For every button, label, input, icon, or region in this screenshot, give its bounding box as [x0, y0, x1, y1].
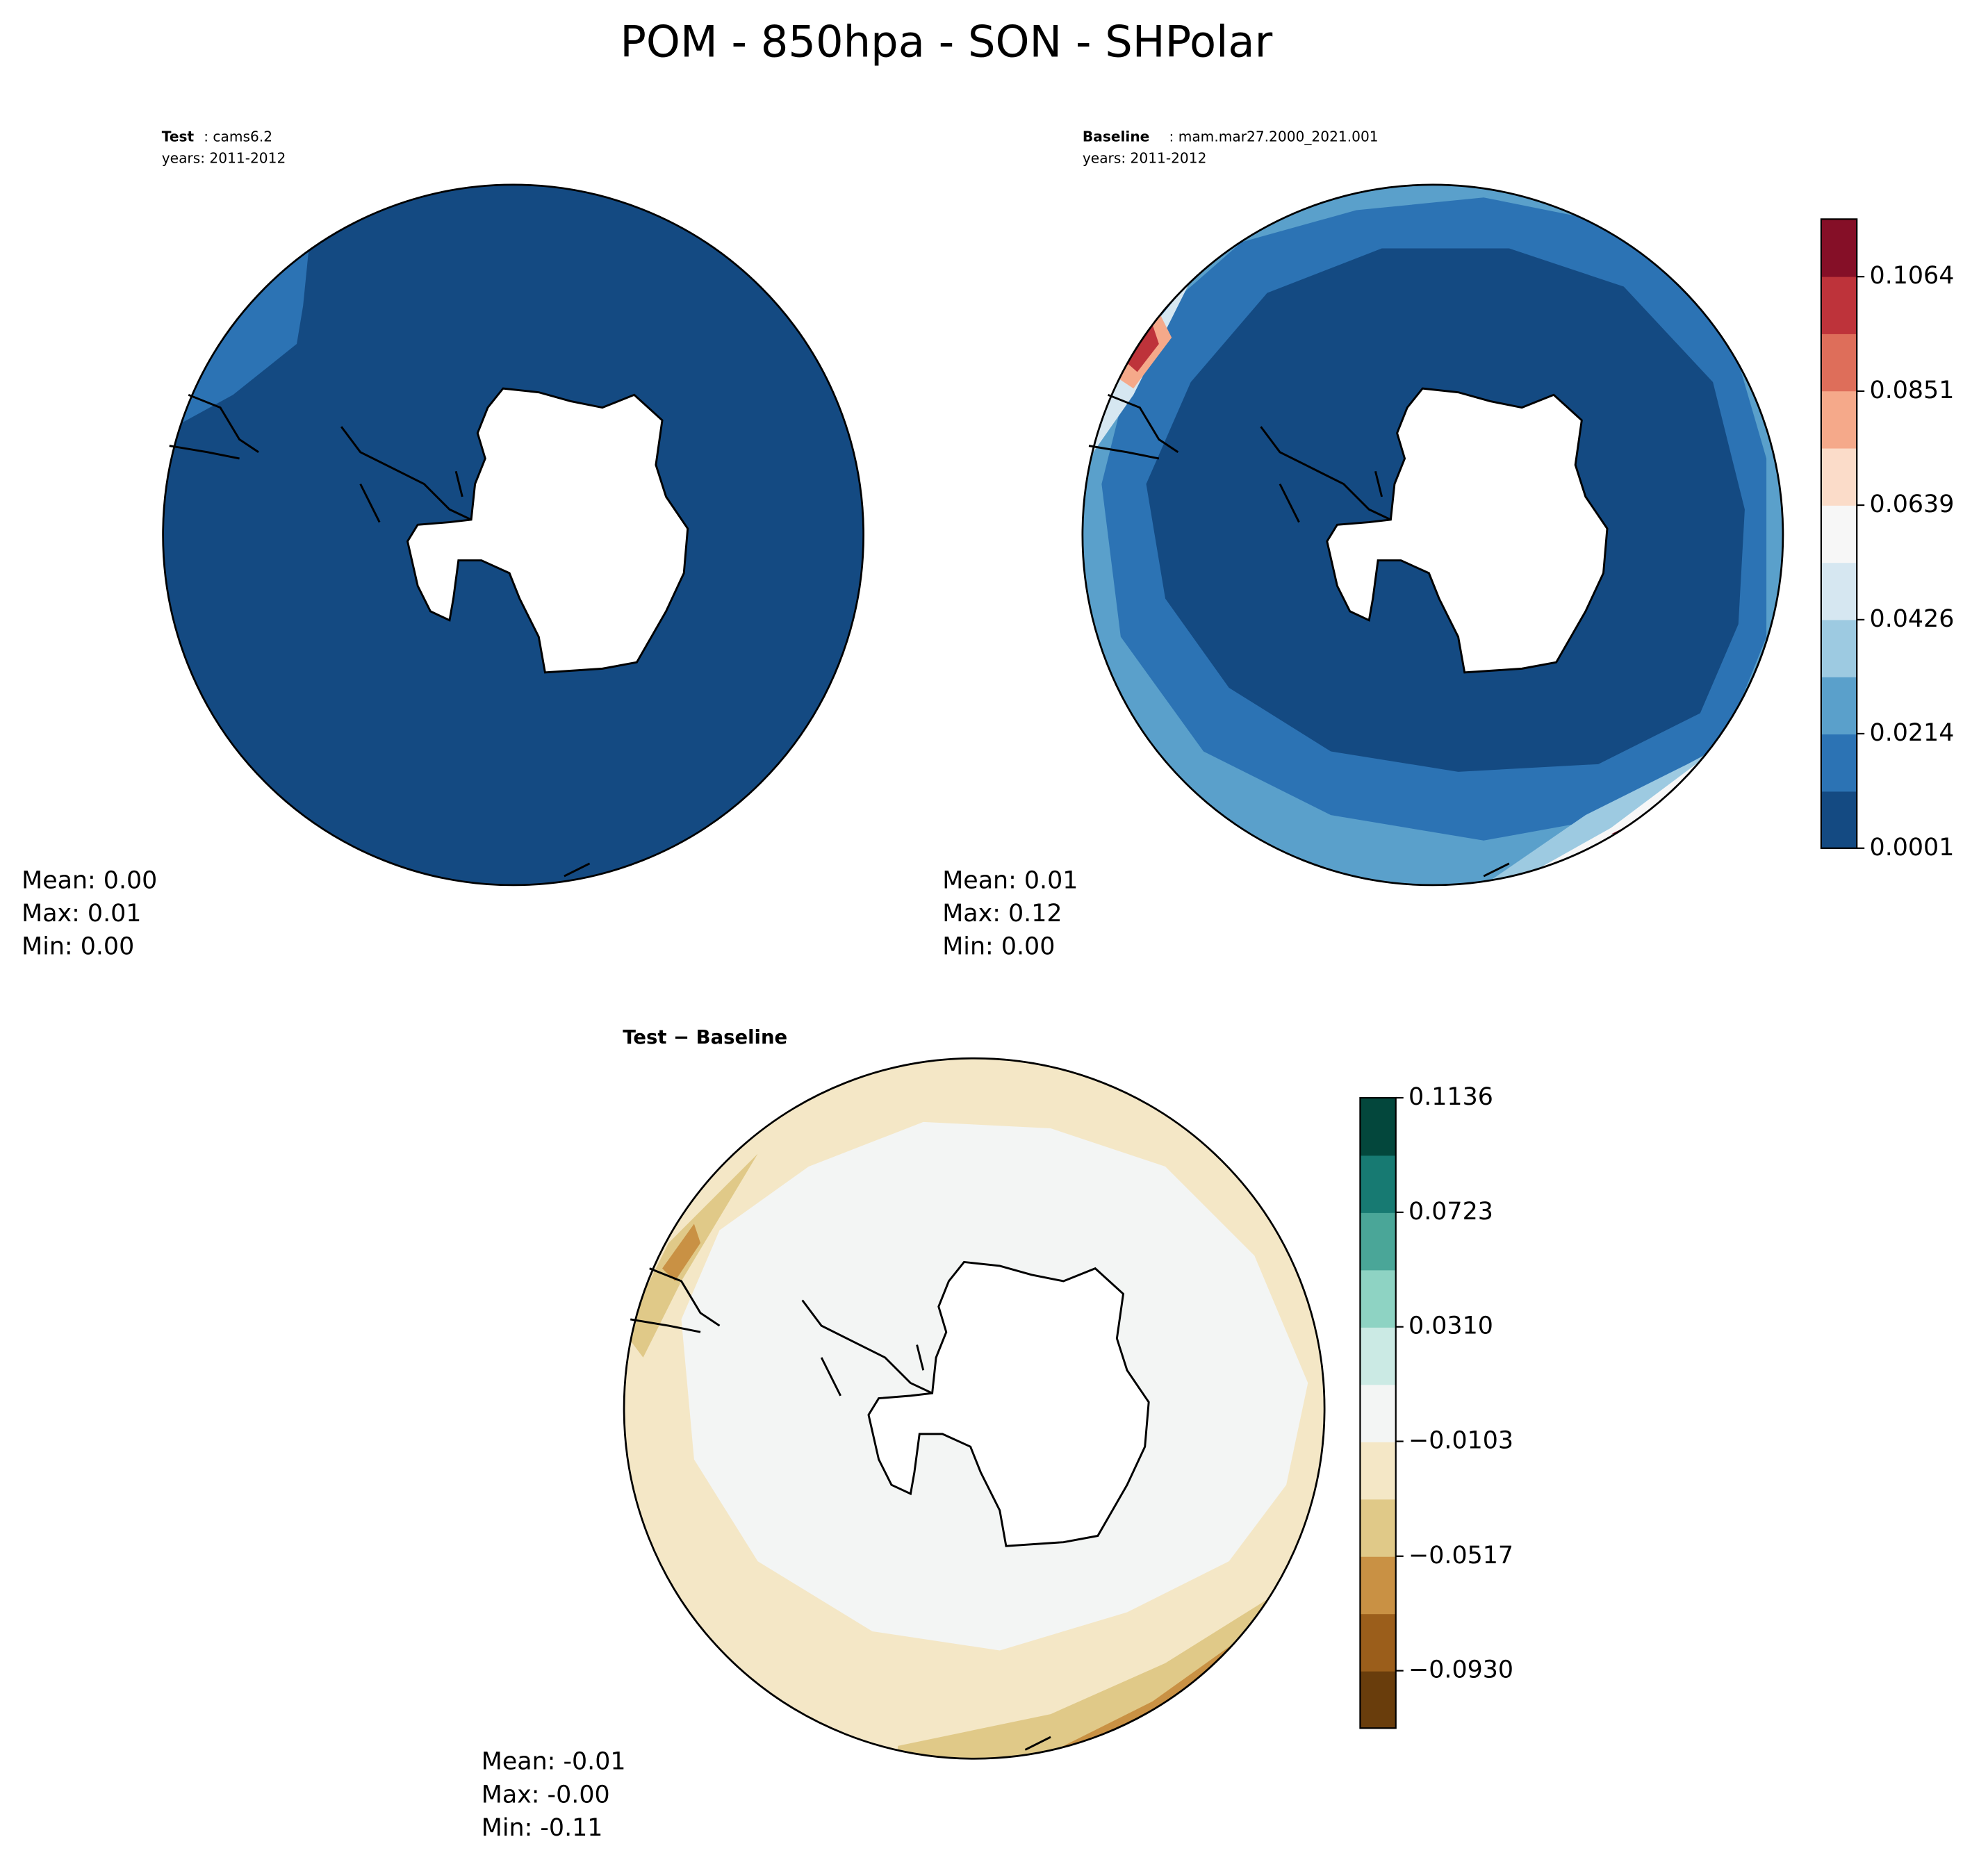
colorbar-band [1821, 276, 1857, 334]
colorbar-band [1360, 1384, 1396, 1442]
stat-text: Max: 0.01 [22, 900, 141, 928]
stat-text: Max: 0.12 [942, 900, 1062, 928]
stat-text: Mean: -0.01 [482, 1748, 626, 1776]
colorbar-band [1360, 1155, 1396, 1213]
stat-text: Min: 0.00 [22, 933, 134, 961]
colorbar-tick-label: 0.0639 [1870, 491, 1955, 518]
panel-label: Baseline [1083, 129, 1149, 145]
panel-label: Test [162, 129, 195, 145]
stat-text: Mean: 0.00 [22, 866, 157, 894]
colorbar-tick-label: 0.0214 [1870, 719, 1955, 747]
colorbar-band [1821, 219, 1857, 277]
colorbar-band [1360, 1613, 1396, 1672]
panel-label: Test − Baseline [623, 1026, 787, 1048]
map-baseline [1081, 183, 1784, 887]
panel-case: : mam.mar27.2000_2021.001 [1169, 129, 1379, 145]
colorbar-band [1360, 1670, 1396, 1729]
colorbar-band [1360, 1098, 1396, 1156]
stat-text: Mean: 0.01 [942, 866, 1078, 894]
colorbar-band [1821, 333, 1857, 392]
colorbar-band [1821, 676, 1857, 735]
map-difference [623, 1057, 1326, 1760]
colorbar-frame [1820, 218, 1858, 849]
colorbar-band [1360, 1269, 1396, 1328]
colorbar-tick-label: 0.1136 [1408, 1083, 1493, 1111]
stat-text: Min: -0.11 [482, 1814, 603, 1842]
colorbar-band [1821, 562, 1857, 620]
map-test [162, 183, 865, 887]
colorbar-tick-label: 0.1064 [1870, 262, 1955, 290]
colorbar-tick-label: 0.0851 [1870, 377, 1955, 404]
colorbar-band [1360, 1556, 1396, 1615]
colorbar-tick-label: −0.0103 [1408, 1427, 1513, 1455]
colorbar-band [1821, 734, 1857, 792]
panel-case: : cams6.2 [204, 129, 272, 145]
colorbar-tick-label: −0.0930 [1408, 1656, 1513, 1684]
colorbar-tick-label: 0.0001 [1870, 834, 1955, 862]
panel-years: years: 2011-2012 [162, 150, 286, 167]
colorbar-band [1360, 1326, 1396, 1385]
colorbar-band [1360, 1441, 1396, 1500]
stat-text: Max: -0.00 [482, 1781, 610, 1809]
stat-text: Min: 0.00 [942, 933, 1055, 961]
colorbar-tick-label: −0.0517 [1408, 1542, 1513, 1570]
colorbar-band [1821, 447, 1857, 506]
colorbar-band [1360, 1499, 1396, 1557]
figure-title: POM - 850hpa - SON - SHPolar [620, 16, 1272, 67]
panel-years: years: 2011-2012 [1083, 150, 1207, 167]
colorbar-tick-label: 0.0723 [1408, 1198, 1493, 1226]
colorbar-frame [1359, 1096, 1397, 1729]
colorbar-band [1821, 390, 1857, 449]
colorbar-band [1821, 791, 1857, 849]
colorbar-band [1821, 504, 1857, 563]
colorbar-band [1360, 1212, 1396, 1271]
colorbar-band [1821, 619, 1857, 677]
colorbar-tick-label: 0.0426 [1870, 605, 1955, 633]
colorbar-tick-label: 0.0310 [1408, 1312, 1493, 1340]
